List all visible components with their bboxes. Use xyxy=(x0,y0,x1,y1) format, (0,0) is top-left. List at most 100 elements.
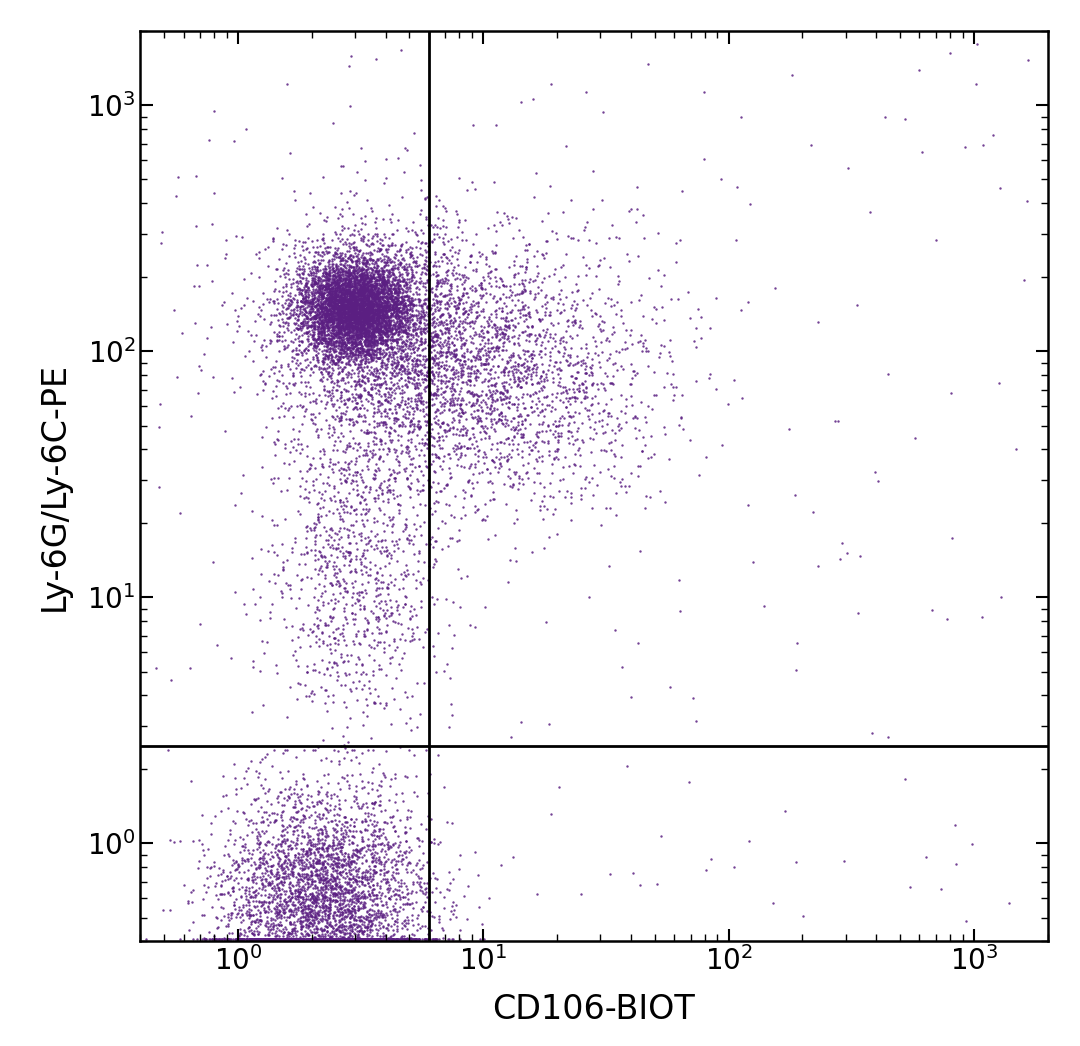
Point xyxy=(370,301,388,318)
Point xyxy=(463,331,481,347)
Point xyxy=(360,841,377,858)
Point xyxy=(350,305,367,322)
Point xyxy=(280,930,297,947)
Point xyxy=(327,289,345,305)
Point xyxy=(374,907,391,924)
Point xyxy=(388,337,405,354)
Point xyxy=(397,833,415,849)
Point xyxy=(356,327,374,344)
Point xyxy=(395,270,413,287)
Point xyxy=(363,281,380,298)
Point xyxy=(233,902,251,918)
Point xyxy=(577,84,594,100)
Point xyxy=(314,539,332,555)
Point xyxy=(362,332,379,348)
Point xyxy=(359,422,376,438)
Point xyxy=(346,274,363,291)
Point xyxy=(348,315,365,332)
Point xyxy=(361,283,378,300)
Point xyxy=(333,308,350,324)
Point xyxy=(345,277,362,294)
Point xyxy=(303,285,321,301)
Point xyxy=(309,592,326,609)
Point xyxy=(354,310,372,326)
Point xyxy=(370,301,388,318)
Point xyxy=(368,301,386,318)
Point xyxy=(313,343,330,360)
Point xyxy=(346,561,363,577)
Point xyxy=(535,321,552,338)
Point xyxy=(515,434,532,451)
Point xyxy=(305,276,322,293)
Point xyxy=(335,293,352,310)
Point xyxy=(383,226,401,243)
Point xyxy=(492,310,510,326)
Point xyxy=(394,343,411,360)
Point xyxy=(370,827,388,844)
Point xyxy=(298,905,315,922)
Point xyxy=(586,413,604,430)
Point xyxy=(528,424,545,440)
Point xyxy=(368,333,386,349)
Point xyxy=(357,321,375,338)
Point xyxy=(376,861,393,878)
Point xyxy=(369,263,387,279)
Point xyxy=(340,882,357,899)
Point xyxy=(427,930,444,947)
Point xyxy=(342,294,360,311)
Point xyxy=(453,438,470,455)
Point xyxy=(357,343,375,360)
Point xyxy=(316,863,334,880)
Point xyxy=(494,217,511,233)
Point xyxy=(354,362,372,379)
Point xyxy=(320,244,337,260)
Point xyxy=(259,889,276,906)
Point xyxy=(463,474,481,491)
Point xyxy=(387,290,404,306)
Point xyxy=(336,550,353,567)
Point xyxy=(362,289,379,305)
Point xyxy=(314,290,332,306)
Point xyxy=(350,335,367,351)
Point xyxy=(153,224,171,241)
Point xyxy=(354,796,372,813)
Point xyxy=(322,305,339,322)
Point xyxy=(335,258,352,275)
Point xyxy=(383,298,401,315)
Point xyxy=(273,834,291,850)
Point xyxy=(310,291,327,308)
Point xyxy=(328,292,346,309)
Point xyxy=(345,300,362,317)
Point xyxy=(319,209,336,226)
Point xyxy=(349,296,366,313)
Point xyxy=(340,268,357,285)
Point xyxy=(360,613,377,630)
Point xyxy=(218,787,235,803)
Point xyxy=(407,306,424,323)
Point xyxy=(410,458,428,475)
Point xyxy=(422,456,440,473)
Point xyxy=(346,304,363,321)
Point xyxy=(294,878,311,894)
Point xyxy=(369,297,387,314)
Point xyxy=(540,357,557,373)
Point xyxy=(321,900,338,916)
Point xyxy=(468,310,485,326)
Point xyxy=(397,324,415,341)
Point xyxy=(401,423,418,439)
Point xyxy=(332,543,349,560)
Point xyxy=(422,253,440,270)
Point xyxy=(346,268,363,285)
Point xyxy=(381,655,399,672)
Point xyxy=(339,290,356,306)
Point xyxy=(307,930,324,947)
Point xyxy=(332,298,349,315)
Point xyxy=(352,340,369,357)
Point xyxy=(352,347,369,364)
Point xyxy=(357,289,375,305)
Point xyxy=(340,269,357,286)
Point xyxy=(409,387,427,404)
Point xyxy=(324,456,341,473)
Point xyxy=(257,852,274,869)
Point xyxy=(522,366,539,383)
